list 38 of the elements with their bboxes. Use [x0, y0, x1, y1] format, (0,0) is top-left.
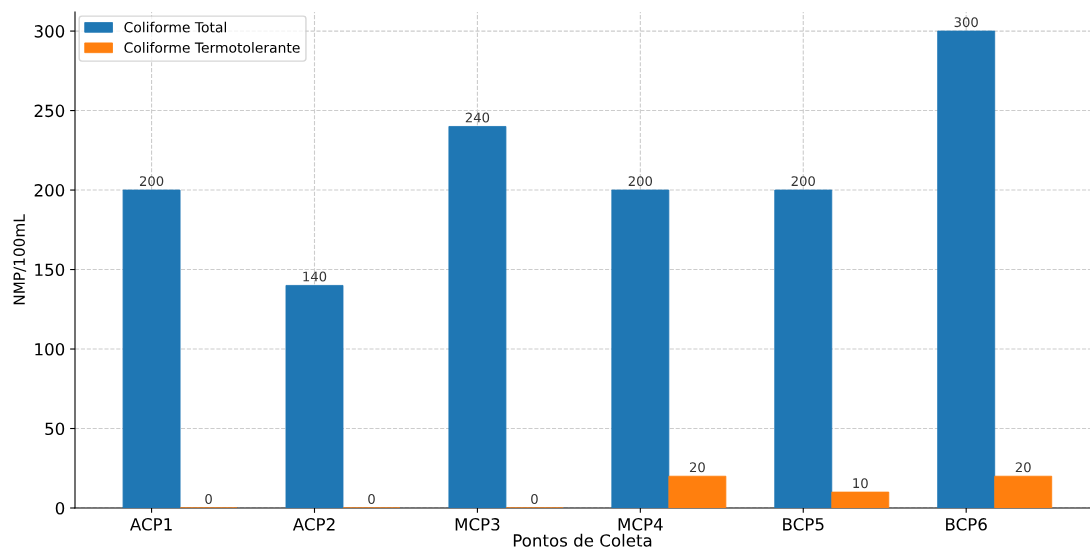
data-label: 0 — [205, 494, 212, 505]
data-label: 10 — [853, 478, 868, 489]
y-axis-title: NMP/100mL — [13, 214, 27, 305]
data-label: 240 — [465, 112, 490, 123]
data-label: 200 — [628, 176, 653, 187]
data-label: 20 — [1015, 462, 1031, 473]
bar — [668, 475, 727, 508]
y-tick-label: 100 — [35, 342, 65, 356]
y-tick-label: 0 — [55, 501, 65, 515]
x-tick-label: ACP2 — [292, 518, 335, 531]
x-axis-title: Pontos de Coleta — [513, 533, 652, 547]
bar — [611, 189, 670, 508]
x-tick-label: MCP4 — [618, 518, 663, 531]
data-label: 0 — [531, 494, 538, 505]
bar — [831, 491, 890, 508]
y-tick-label: 200 — [34, 184, 65, 197]
y-tick-label: 150 — [35, 263, 65, 277]
y-tick-label: 50 — [45, 422, 65, 436]
data-label: 200 — [139, 176, 164, 187]
legend-label: Coliforme Total — [124, 21, 226, 33]
bar — [122, 189, 181, 508]
data-label: 140 — [303, 271, 327, 282]
y-tick-label: 250 — [34, 104, 65, 118]
x-tick-label: BCP5 — [783, 518, 824, 531]
bar — [285, 285, 344, 508]
x-tick-label: MCP3 — [455, 518, 500, 531]
data-label: 200 — [791, 176, 815, 187]
bar — [448, 126, 507, 508]
legend-label: Coliforme Termotolerante — [124, 42, 300, 53]
bar — [994, 475, 1053, 508]
x-tick-label: ACP1 — [130, 518, 172, 531]
data-label: 20 — [689, 462, 705, 473]
bar — [937, 30, 996, 508]
bar — [774, 189, 833, 508]
y-tick-label: 300 — [34, 25, 65, 38]
data-label: 300 — [954, 17, 978, 28]
data-label: 0 — [368, 494, 375, 505]
x-tick-label: BCP6 — [946, 518, 987, 531]
